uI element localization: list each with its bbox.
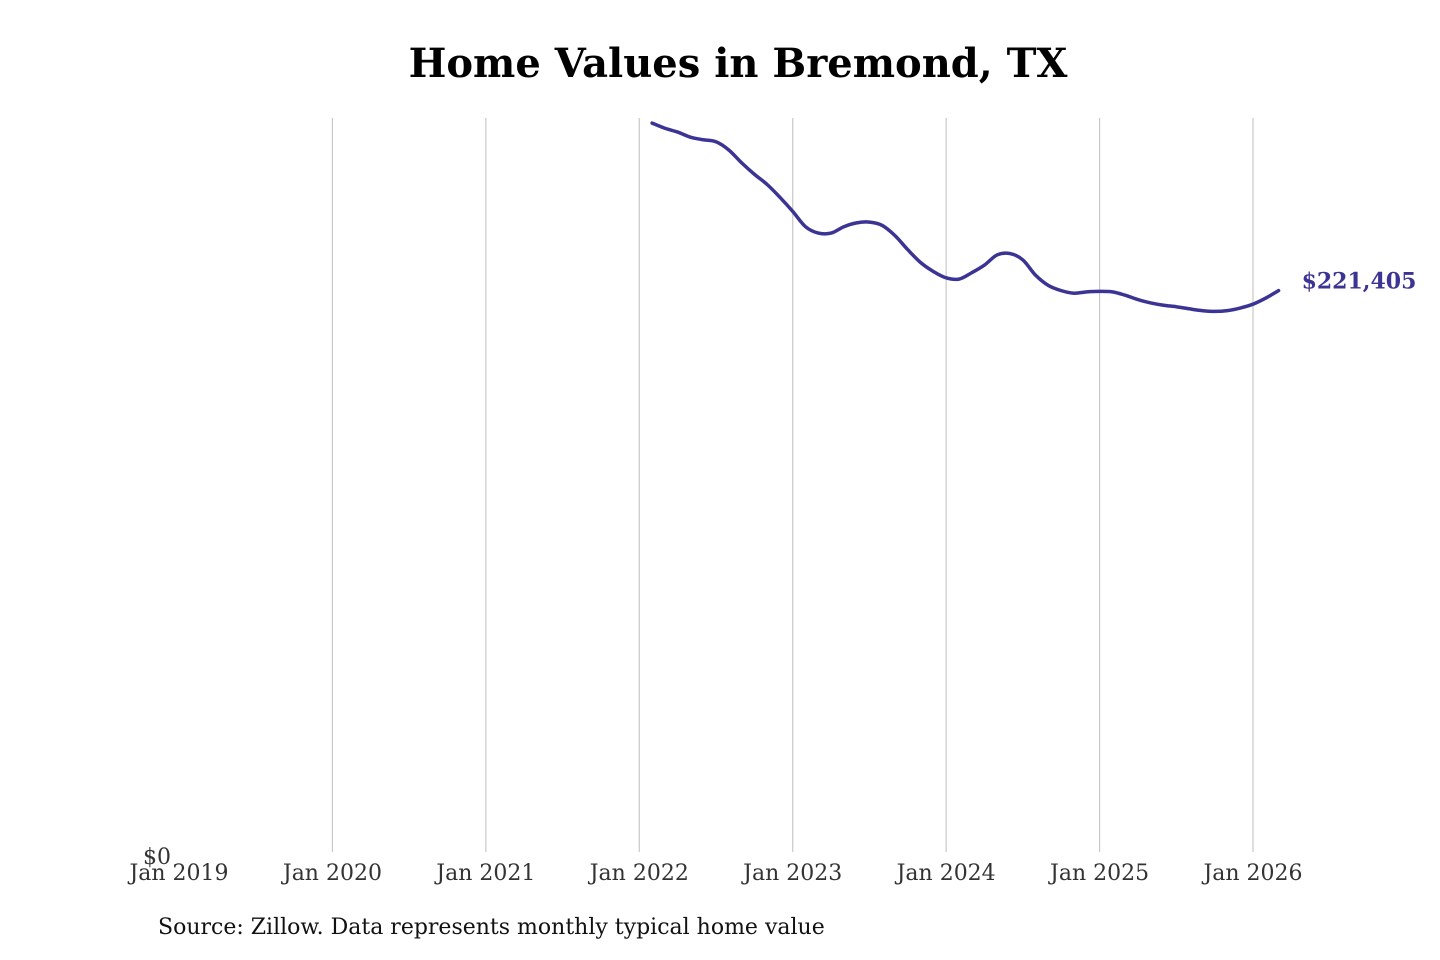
x-tick-label: Jan 2019: [127, 861, 228, 886]
x-tick-label: Jan 2020: [281, 861, 382, 886]
x-tick-label: Jan 2025: [1048, 861, 1149, 886]
series-layer: $221,405: [650, 121, 1417, 314]
x-tick-label: Jan 2024: [895, 861, 996, 886]
source-note: Source: Zillow. Data represents monthly …: [158, 915, 825, 940]
gridlines: [331, 118, 1254, 852]
x-axis-ticks: Jan 2019 Jan 2020 Jan 2021 Jan 2022 Jan 2023…: [127, 861, 1302, 886]
series-line: [650, 121, 1281, 314]
x-tick-label: Jan 2026: [1201, 861, 1302, 886]
x-tick-label: Jan 2023: [741, 861, 842, 886]
x-tick-label: Jan 2022: [588, 861, 689, 886]
y-tick-label: $0: [143, 845, 171, 870]
x-tick-label: Jan 2021: [434, 861, 535, 886]
end-value-label: $221,405: [1302, 269, 1417, 295]
y-axis-ticks: $0: [143, 845, 171, 870]
chart-title: Home Values in Bremond, TX: [408, 40, 1068, 87]
